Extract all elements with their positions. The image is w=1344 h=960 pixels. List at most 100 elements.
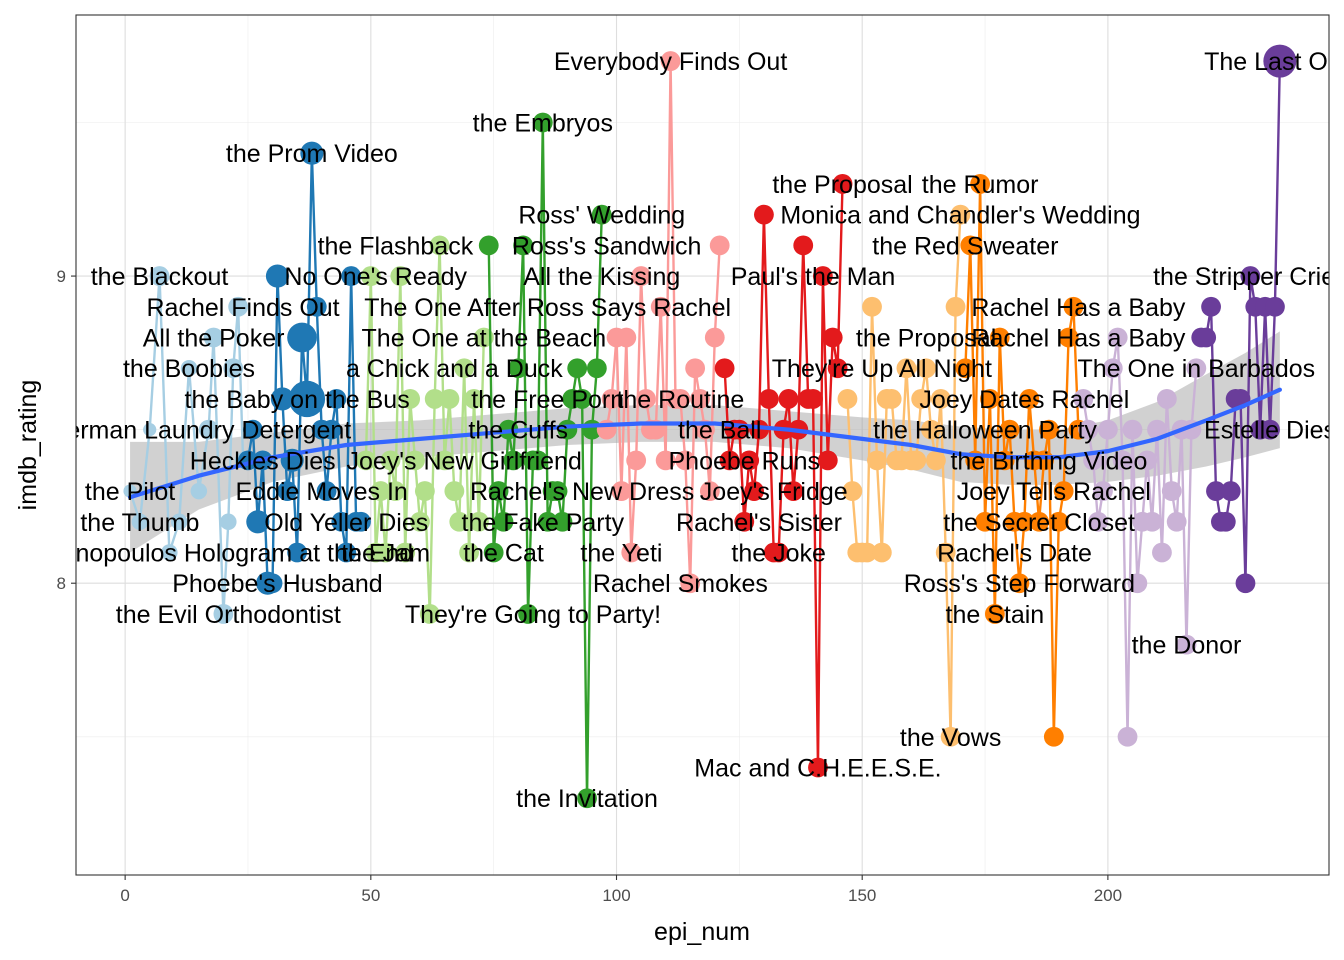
data-point: [190, 482, 208, 500]
episode-label: Joey's Fridge: [700, 478, 848, 506]
data-point: [675, 450, 696, 471]
x-tick-label: 200: [1094, 886, 1122, 905]
data-point: [518, 604, 538, 624]
data-point: [288, 380, 326, 418]
data-point: [950, 204, 971, 225]
episode-label: Rachel's Sister: [676, 509, 842, 537]
episode-label: the Blackout: [91, 263, 229, 291]
season-4-line: [487, 121, 603, 800]
x-axis-title: epi_num: [654, 918, 750, 946]
season-10-series: [1191, 44, 1297, 594]
episode-label: George Stephanopoulos Hologram at the En…: [0, 540, 413, 568]
episode-label: the Halloween Party: [873, 417, 1097, 445]
data-point: [714, 358, 735, 379]
episode-label: the Jam: [341, 540, 430, 568]
episode-label: the Stripper Cries: [1153, 263, 1344, 291]
data-point: [655, 450, 676, 471]
x-tick-label: 150: [848, 886, 876, 905]
data-point: [1152, 542, 1172, 563]
data-point: [955, 358, 976, 379]
data-point: [945, 296, 966, 317]
data-point: [1161, 481, 1182, 501]
data-point: [1220, 481, 1241, 501]
data-point: [808, 757, 828, 778]
data-point: [149, 266, 170, 286]
data-point: [935, 542, 956, 563]
data-point: [827, 358, 848, 379]
data-point: [161, 544, 178, 561]
data-point: [1156, 389, 1177, 409]
data-point: [336, 542, 357, 563]
episode-label: the Donor: [1132, 632, 1242, 660]
data-point: [532, 112, 553, 133]
data-point: [842, 481, 863, 501]
data-point: [356, 450, 376, 471]
data-point: [1088, 511, 1108, 532]
episode-label: the Vows: [900, 724, 1001, 752]
episode-label: Mac and C.H.E.E.S.E.: [694, 755, 941, 783]
data-point: [1235, 573, 1256, 594]
data-point: [537, 511, 558, 532]
episode-label: the Boobies: [123, 355, 255, 383]
episode-label: Joey Dates Rachel: [919, 386, 1129, 414]
data-point: [1014, 511, 1035, 532]
episode-label: the Proposal: [856, 325, 996, 353]
data-point: [1048, 511, 1069, 532]
data-point: [857, 542, 878, 563]
episode-label: the Invitation: [516, 785, 658, 813]
episode-label: the Rumor: [922, 171, 1039, 199]
data-point: [1112, 450, 1133, 471]
data-point: [180, 359, 198, 377]
data-point: [1043, 726, 1064, 747]
episode-label: Phoebe Runs: [669, 447, 821, 475]
episode-label: Rachel Smokes: [593, 570, 768, 598]
episode-label: the Thumb: [80, 509, 199, 537]
data-point: [911, 389, 932, 409]
episode-label: Monica and Chandler's Wedding: [780, 202, 1140, 230]
data-point: [1240, 266, 1261, 286]
episode-label: Rachel's New Dress: [470, 478, 694, 506]
episode-label: the Ball: [678, 417, 761, 445]
data-point: [862, 296, 882, 317]
data-point: [503, 450, 524, 471]
data-point: [277, 481, 298, 501]
data-point: [616, 327, 637, 348]
data-point: [449, 511, 470, 532]
series-layer: [123, 44, 1297, 809]
data-point: [709, 235, 730, 256]
episode-label: the Birthing Video: [950, 447, 1147, 475]
episode-label: Joey Tells Rachel: [957, 478, 1151, 506]
y-axis-title: imdb_rating: [14, 380, 42, 511]
data-point: [316, 481, 337, 501]
episode-label: Old Yeller Dies: [264, 509, 428, 537]
episode-label: the Stain: [946, 601, 1045, 629]
data-point: [287, 322, 317, 353]
panel-border: [75, 14, 1330, 876]
data-point: [390, 266, 411, 286]
episode-label: the Embryos: [473, 110, 613, 138]
data-point: [262, 573, 283, 594]
data-point: [552, 511, 573, 532]
data-point: [1137, 450, 1158, 471]
data-point: [999, 419, 1020, 440]
data-point: [321, 419, 342, 440]
episode-label: Estelle Dies: [1204, 417, 1336, 445]
x-tick-label: 100: [602, 886, 630, 905]
x-tick-label: 50: [361, 886, 380, 905]
data-point: [326, 389, 347, 409]
data-point: [170, 513, 188, 531]
data-point: [1122, 419, 1143, 440]
data-point: [1176, 634, 1197, 655]
y-axis-ticks: 89: [57, 267, 76, 593]
data-point: [483, 542, 504, 563]
episode-label: Joey's New Girlfriend: [346, 447, 581, 475]
data-point: [547, 481, 568, 501]
data-point: [395, 542, 416, 563]
data-point: [220, 513, 237, 531]
data-point: [1093, 481, 1113, 501]
data-point: [832, 174, 853, 194]
data-point: [960, 235, 981, 256]
data-point: [414, 481, 435, 501]
data-point: [351, 511, 371, 532]
